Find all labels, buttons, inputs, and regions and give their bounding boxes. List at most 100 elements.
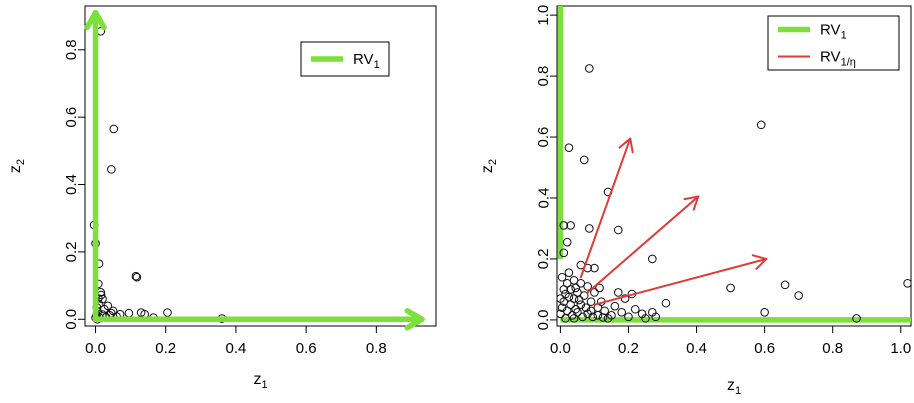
data-point xyxy=(561,314,570,323)
y-axis-label: z2 xyxy=(7,159,27,173)
y-axis-label: z2 xyxy=(479,159,499,173)
data-point xyxy=(576,300,586,309)
x-tick-label: 0.2 xyxy=(618,340,639,357)
data-point xyxy=(579,155,589,165)
data-point xyxy=(852,314,861,323)
y-tick-label: 0.6 xyxy=(63,107,80,128)
plot-frame xyxy=(84,5,437,327)
plot-frame xyxy=(556,5,912,327)
rv1-eta-arrow-head xyxy=(751,254,768,270)
data-point xyxy=(583,282,592,291)
data-point xyxy=(559,248,569,258)
data-point xyxy=(585,64,594,73)
x-tick-label: 1.0 xyxy=(890,340,911,357)
data-point xyxy=(132,272,142,282)
data-point xyxy=(630,304,640,314)
data-point xyxy=(641,314,650,323)
y-tick-label: 0.2 xyxy=(63,241,80,262)
data-point xyxy=(613,225,623,235)
x-tick-label: 0.6 xyxy=(754,340,775,357)
legend-label: RV1/η xyxy=(820,49,856,69)
legend-label-subscript: 1/η xyxy=(841,57,856,69)
legend-label-main: RV xyxy=(820,22,841,39)
y-tick-label: 0.8 xyxy=(535,66,552,87)
x-tick-label: 0.8 xyxy=(822,340,843,357)
x-tick-label: 0.0 xyxy=(85,340,106,357)
data-layer xyxy=(557,6,911,323)
y-tick-label: 0.4 xyxy=(535,188,552,209)
data-point xyxy=(566,300,575,309)
data-point xyxy=(100,304,109,314)
data-point xyxy=(586,297,596,306)
data-point xyxy=(624,312,633,322)
y-tick-label: 0.4 xyxy=(63,174,80,195)
data-point xyxy=(109,124,119,134)
data-point xyxy=(598,313,608,322)
data-point xyxy=(595,283,604,293)
legend-label-main: RV xyxy=(820,49,841,66)
x-tick-label: 0.4 xyxy=(686,340,707,357)
y-tick-label: 1.0 xyxy=(535,5,552,26)
data-point xyxy=(603,314,613,323)
data-point xyxy=(163,308,172,317)
y-axis-label-main: z xyxy=(7,165,24,173)
data-point xyxy=(613,288,623,297)
data-point xyxy=(578,312,587,322)
legend-label-subscript: 1 xyxy=(841,30,847,42)
data-point xyxy=(617,307,626,317)
x-axis-label-main: z xyxy=(253,371,261,388)
data-point xyxy=(131,271,141,281)
x-axis-label-subscript: 1 xyxy=(261,379,267,391)
data-point xyxy=(557,272,567,282)
data-point xyxy=(571,304,581,314)
data-point xyxy=(562,237,572,247)
data-point xyxy=(124,308,134,318)
data-point xyxy=(564,292,574,302)
data-point xyxy=(620,294,630,303)
data-point xyxy=(588,312,598,322)
y-axis-label-subscript: 2 xyxy=(15,159,27,165)
legend-label: RV1 xyxy=(820,22,847,42)
data-point xyxy=(593,311,603,320)
rv1-eta-arrow-head xyxy=(618,137,634,154)
data-point xyxy=(610,301,620,311)
data-point xyxy=(585,224,594,233)
y-tick-label: 0.2 xyxy=(535,249,552,270)
data-point xyxy=(564,143,574,153)
rv1-arrow-head xyxy=(84,9,107,31)
x-tick-label: 0.4 xyxy=(226,340,247,357)
y-axis-label-subscript: 2 xyxy=(487,159,499,165)
x-tick-label: 0.8 xyxy=(366,340,387,357)
legend-label-subscript: 1 xyxy=(374,59,380,71)
data-point xyxy=(574,295,584,305)
data-point xyxy=(581,303,591,313)
rv1-arrow-head xyxy=(404,308,425,331)
legend: RV1 xyxy=(300,41,390,77)
rv1-eta-arrow xyxy=(579,137,632,279)
x-axis-label: z1 xyxy=(253,371,267,391)
x-tick-label: 0.0 xyxy=(550,340,571,357)
legend-box xyxy=(767,15,900,71)
data-point xyxy=(760,307,769,317)
data-point xyxy=(726,283,735,293)
rv1-eta-arrow-head xyxy=(683,195,700,211)
data-point xyxy=(559,285,569,294)
rv1-eta-arrow xyxy=(593,257,768,306)
data-layer xyxy=(89,26,227,324)
y-tick-label: 0.0 xyxy=(535,309,552,330)
x-tick-label: 0.2 xyxy=(155,340,176,357)
y-tick-label: 0.8 xyxy=(63,39,80,60)
data-point xyxy=(661,298,671,308)
data-point xyxy=(557,303,567,313)
data-point xyxy=(590,263,599,273)
data-point xyxy=(756,120,766,130)
data-point xyxy=(780,280,790,290)
data-point xyxy=(564,268,574,277)
data-point xyxy=(569,314,579,323)
y-tick-label: 0.0 xyxy=(63,309,80,330)
legend-label: RV1 xyxy=(353,51,380,71)
data-point xyxy=(559,221,569,230)
